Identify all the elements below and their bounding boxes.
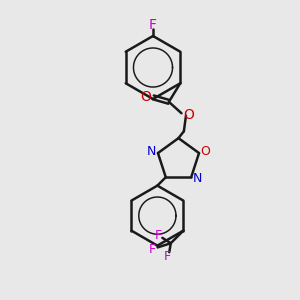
Text: O: O — [140, 90, 151, 104]
Text: F: F — [164, 250, 171, 263]
Text: F: F — [149, 18, 157, 32]
Text: N: N — [147, 145, 156, 158]
Text: O: O — [183, 108, 194, 122]
Text: F: F — [149, 243, 156, 256]
Text: N: N — [193, 172, 203, 185]
Text: F: F — [154, 229, 162, 242]
Text: O: O — [201, 145, 211, 158]
